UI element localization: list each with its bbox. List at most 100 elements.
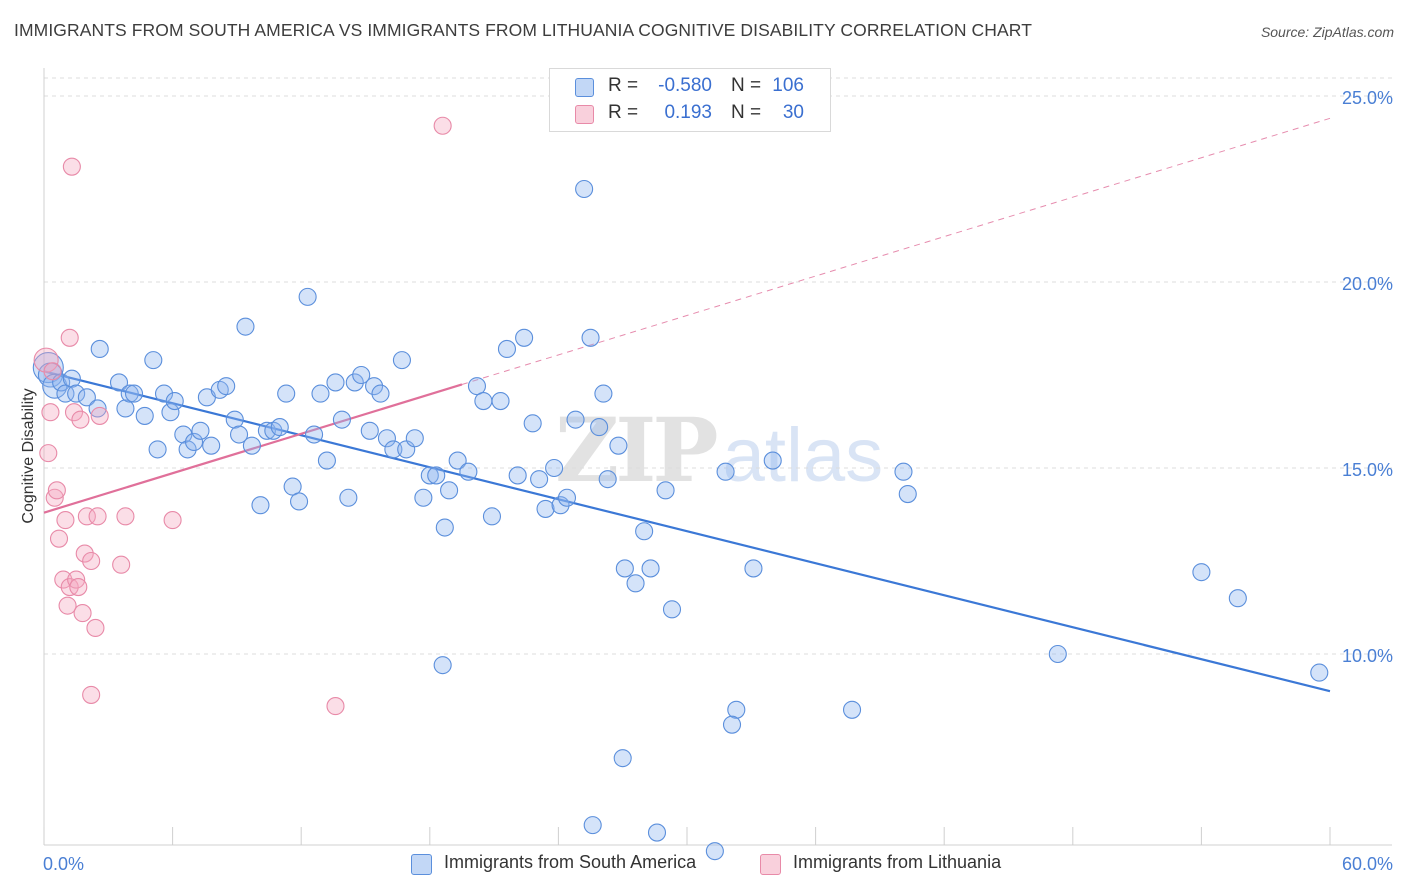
point-south-america (626, 574, 645, 593)
point-south-america (202, 436, 221, 455)
point-south-america (277, 384, 296, 403)
point-south-america (609, 436, 628, 455)
point-south-america (1192, 563, 1211, 582)
point-south-america (174, 425, 193, 444)
x-max-label: 60.0% (1342, 854, 1393, 874)
point-south-america (90, 339, 109, 359)
point-lithuania (75, 544, 94, 563)
point-lithuania (39, 444, 58, 463)
point-south-america (384, 440, 403, 459)
y-tick-label: 15.0% (1342, 460, 1393, 480)
point-south-america (427, 466, 446, 485)
correlation-legend: R = -0.580 N = 106 R = 0.193 N = 30 (549, 68, 831, 132)
point-lithuania (33, 347, 59, 373)
y-tick-label: 25.0% (1342, 88, 1393, 108)
point-south-america (345, 373, 364, 392)
point-south-america (124, 384, 144, 403)
point-south-america (647, 823, 667, 842)
point-south-america (405, 429, 424, 448)
point-lithuania (433, 116, 452, 135)
point-south-america (1310, 663, 1329, 682)
series-swatch-pink (760, 854, 781, 875)
point-south-america (656, 481, 675, 500)
point-south-america (557, 488, 577, 507)
x-min-label: 0.0% (43, 854, 84, 874)
legend-swatch-blue (575, 78, 594, 97)
series-label: Immigrants from Lithuania (793, 852, 1002, 872)
point-lithuania (64, 403, 84, 422)
point-south-america (716, 462, 735, 481)
legend-n-label: N = (731, 75, 762, 96)
legend-r-label: R = (608, 75, 639, 96)
point-lithuania (88, 507, 107, 526)
point-south-america (184, 432, 204, 452)
point-south-america (545, 458, 564, 478)
point-lithuania (47, 481, 66, 500)
point-lithuania (112, 555, 131, 574)
point-south-america (165, 391, 184, 411)
point-south-america (448, 451, 467, 470)
point-south-america (482, 507, 502, 526)
point-south-america (67, 384, 86, 403)
point-lithuania (58, 596, 77, 615)
point-south-america (662, 600, 682, 619)
legend-n-label: N = (731, 102, 762, 123)
point-south-america (332, 410, 351, 429)
point-south-america (109, 373, 129, 392)
point-south-america (120, 384, 139, 403)
legend-row-south-america: R = -0.580 N = 106 (550, 73, 830, 101)
point-south-america (290, 492, 309, 511)
series-legend-lithuania[interactable]: Immigrants from Lithuania (760, 852, 1050, 878)
axes (43, 68, 1392, 846)
point-south-america (191, 421, 210, 440)
point-south-america (270, 418, 289, 437)
trend-line-lithuania (43, 383, 463, 514)
point-south-america (491, 391, 510, 411)
series-legend-south-america[interactable]: Immigrants from South America (411, 852, 741, 878)
point-south-america (1048, 644, 1067, 664)
point-south-america (435, 518, 454, 537)
point-lithuania (326, 697, 345, 716)
point-lithuania (41, 403, 60, 422)
point-lithuania (86, 618, 105, 638)
point-south-america (161, 403, 180, 422)
point-south-america (635, 522, 654, 541)
point-south-america (154, 384, 174, 403)
point-south-america (32, 352, 64, 384)
point-south-america (317, 451, 336, 470)
point-lithuania (45, 488, 64, 507)
point-lithuania (60, 328, 79, 347)
point-south-america (641, 559, 660, 578)
point-south-america (392, 351, 411, 370)
point-south-america (594, 384, 613, 403)
point-lithuania (82, 551, 101, 571)
point-south-america (575, 179, 594, 199)
point-south-america (894, 462, 913, 481)
point-south-america (217, 377, 236, 396)
point-lithuania (54, 570, 73, 589)
point-south-america (298, 287, 317, 306)
point-south-america (598, 470, 617, 489)
legend-r-value: -0.580 (658, 75, 712, 96)
point-south-america (56, 384, 75, 403)
point-south-america (305, 425, 324, 444)
point-south-america (77, 388, 96, 407)
point-south-america (467, 377, 487, 396)
source-label: Source: ZipAtlas.com (1260, 24, 1394, 40)
point-lithuania (62, 157, 81, 176)
series-swatch-blue (411, 854, 432, 875)
point-lithuania (56, 511, 75, 530)
point-south-america (581, 328, 600, 347)
point-south-america (365, 377, 384, 396)
point-south-america (508, 466, 527, 485)
y-tick-label: 20.0% (1342, 274, 1393, 294)
point-lithuania (69, 577, 88, 597)
point-south-america (763, 451, 782, 470)
point-south-america (242, 436, 261, 455)
point-south-america (523, 414, 542, 433)
point-south-america (474, 391, 493, 411)
point-south-america (440, 481, 459, 500)
point-south-america (326, 373, 345, 392)
point-south-america (583, 816, 602, 835)
